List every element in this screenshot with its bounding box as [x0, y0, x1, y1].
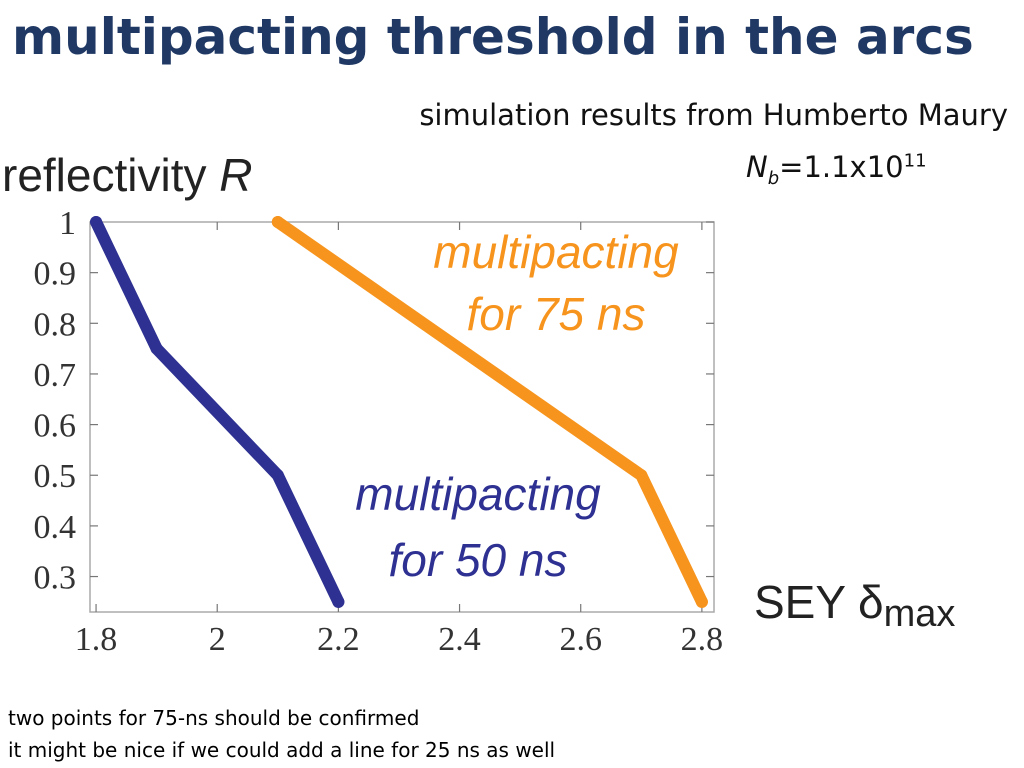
y-axis-label-text: reflectivity — [2, 149, 220, 201]
x-tick-label: 2 — [209, 621, 226, 658]
y-tick-label: 1 — [59, 205, 76, 242]
x-axis-label: SEY δmax — [754, 575, 955, 636]
series-1-annotation-line: for 50 ns — [389, 534, 568, 586]
y-tick-label: 0.5 — [34, 458, 77, 495]
series-2-point — [271, 216, 284, 228]
slide-title: multipacting threshold in the arcs — [12, 8, 974, 66]
series-1-point — [90, 216, 103, 228]
y-tick-label: 0.7 — [34, 357, 77, 394]
note-1: two points for 75-ns should be confirmed — [8, 706, 420, 730]
slide-subtitle: simulation results from Humberto Maury — [419, 98, 1008, 132]
y-tick-label: 0.6 — [34, 408, 77, 445]
bunch-symbol: N — [746, 150, 768, 184]
y-tick-label: 0.8 — [34, 306, 77, 343]
y-tick-label: 0.4 — [34, 509, 77, 546]
x-tick-label: 2.4 — [438, 621, 481, 658]
bunch-value: =1.1x10 — [779, 150, 904, 184]
bunch-population: Nb=1.1x1011 — [746, 150, 927, 189]
x-tick-label: 2.2 — [317, 621, 360, 658]
bunch-exponent: 11 — [903, 150, 927, 172]
plot-frame — [89, 221, 715, 613]
series-line-1 — [90, 216, 345, 608]
y-axis-label: reflectivity R — [2, 148, 253, 202]
x-tick-label: 2.8 — [681, 621, 724, 658]
x-axis-label-text: SEY — [754, 576, 858, 628]
series-2-point — [695, 595, 708, 608]
series-2-point — [635, 469, 648, 482]
x-axis-label-subscript: max — [883, 593, 956, 635]
y-tick-label: 0.3 — [34, 560, 77, 597]
series-1-point — [150, 342, 163, 355]
x-tick-label: 1.8 — [75, 621, 118, 658]
series-1-annotation-line: multipacting — [355, 468, 601, 520]
y-axis-label-symbol: R — [219, 149, 253, 201]
series-2-annotation-line: for 75 ns — [467, 288, 646, 340]
note-2: it might be nice if we could add a line … — [8, 738, 556, 762]
x-tick-label: 2.6 — [559, 621, 602, 658]
y-tick-label: 0.9 — [34, 256, 77, 293]
series-1-point — [271, 469, 284, 482]
series-2-annotation-line: multipacting — [433, 226, 679, 278]
bunch-subscript: b — [767, 167, 780, 189]
series-1-point — [332, 595, 345, 608]
x-axis-label-symbol: δ — [858, 576, 884, 628]
